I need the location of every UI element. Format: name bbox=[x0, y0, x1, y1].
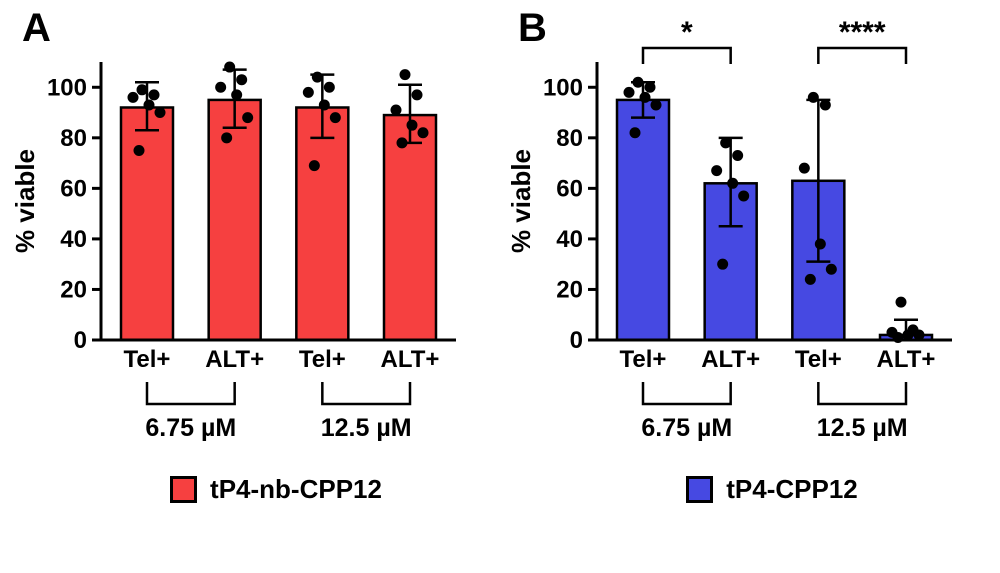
data-point bbox=[711, 165, 723, 177]
legend-label: tP4-CPP12 bbox=[726, 474, 858, 504]
data-point bbox=[224, 61, 236, 73]
legend-swatch-red bbox=[170, 476, 198, 503]
panel-b: B Tel+ ALT+ Tel+ ALT+ 0 20 40 60 80 100 % viable 6.… bbox=[502, 6, 980, 505]
category-label: ALT+ bbox=[877, 346, 936, 373]
data-point bbox=[311, 71, 323, 83]
data-point bbox=[798, 162, 810, 174]
category-label: Tel+ bbox=[795, 346, 842, 373]
data-point bbox=[804, 273, 816, 285]
data-point bbox=[308, 160, 320, 172]
category-label: Tel+ bbox=[620, 346, 667, 373]
bar bbox=[207, 98, 262, 342]
data-point bbox=[717, 258, 729, 270]
y-tick-label: 80 bbox=[60, 125, 87, 152]
data-point bbox=[236, 74, 248, 86]
y-tick-label: 20 bbox=[60, 276, 87, 303]
group-label: 12.5 µM bbox=[817, 414, 908, 442]
panel-a-legend: tP4-nb-CPP12 bbox=[76, 474, 476, 505]
data-point bbox=[650, 99, 662, 111]
panel-a: A Tel+ ALT+ Tel+ ALT+ 0 20 40 60 80 100 % viable 6.… bbox=[6, 6, 484, 505]
data-point bbox=[323, 81, 335, 93]
bar bbox=[295, 106, 350, 342]
data-point bbox=[133, 144, 145, 156]
data-point bbox=[154, 107, 166, 119]
y-tick-label: 80 bbox=[556, 125, 583, 152]
significance-stars: * bbox=[681, 16, 693, 49]
data-point bbox=[417, 127, 429, 139]
data-point bbox=[644, 81, 656, 93]
data-point bbox=[136, 84, 148, 96]
y-tick-label: 0 bbox=[74, 327, 87, 354]
data-point bbox=[329, 112, 341, 124]
group-label: 6.75 µM bbox=[145, 414, 236, 442]
data-point bbox=[411, 89, 423, 101]
data-point bbox=[143, 99, 155, 111]
data-point bbox=[629, 127, 641, 139]
data-point bbox=[396, 137, 408, 149]
y-tick-label: 20 bbox=[556, 276, 583, 303]
data-point bbox=[406, 119, 418, 131]
data-point bbox=[148, 89, 160, 101]
y-tick-label: 40 bbox=[556, 226, 583, 253]
data-point bbox=[913, 329, 925, 341]
data-point bbox=[231, 89, 243, 101]
data-point bbox=[738, 190, 750, 202]
panel-b-chart: Tel+ ALT+ Tel+ ALT+ 0 20 40 60 80 100 % viable 6.75… bbox=[506, 16, 952, 442]
data-point bbox=[825, 263, 837, 275]
data-point bbox=[318, 99, 330, 111]
bar bbox=[382, 113, 438, 342]
panel-b-letter: B bbox=[518, 6, 547, 50]
bar bbox=[615, 98, 671, 342]
group-label: 12.5 µM bbox=[321, 414, 412, 442]
y-axis-label: % viable bbox=[10, 149, 40, 253]
y-tick-label: 40 bbox=[60, 226, 87, 253]
group-bracket bbox=[817, 382, 908, 406]
data-point bbox=[399, 69, 411, 81]
y-tick-label: 60 bbox=[60, 175, 87, 202]
y-tick-label: 100 bbox=[47, 74, 87, 101]
significance-bracket bbox=[817, 46, 908, 64]
panel-a-chart: Tel+ ALT+ Tel+ ALT+ 0 20 40 60 80 100 % viable 6.75… bbox=[10, 61, 456, 442]
significance-stars: **** bbox=[839, 16, 886, 49]
y-tick-label: 0 bbox=[570, 327, 583, 354]
group-bracket bbox=[321, 382, 412, 406]
data-point bbox=[632, 76, 644, 88]
bar bbox=[119, 106, 175, 342]
data-point bbox=[639, 91, 651, 103]
y-tick-label: 100 bbox=[543, 74, 583, 101]
data-point bbox=[902, 329, 914, 341]
data-point bbox=[732, 150, 744, 162]
panel-a-letter: A bbox=[22, 6, 51, 50]
legend-swatch-blue bbox=[686, 476, 714, 503]
category-label: ALT+ bbox=[701, 346, 760, 373]
data-point bbox=[242, 112, 254, 124]
category-label: ALT+ bbox=[381, 346, 440, 373]
y-tick-label: 60 bbox=[556, 175, 583, 202]
data-point bbox=[221, 132, 233, 144]
data-point bbox=[720, 137, 732, 149]
data-point bbox=[814, 238, 826, 250]
y-axis-label: % viable bbox=[506, 149, 536, 253]
panel-b-legend: tP4-CPP12 bbox=[572, 474, 972, 505]
category-label: Tel+ bbox=[299, 346, 346, 373]
group-bracket bbox=[145, 382, 236, 406]
data-point bbox=[819, 99, 831, 111]
significance-bracket bbox=[641, 46, 732, 64]
group-bracket bbox=[641, 382, 732, 406]
category-label: ALT+ bbox=[205, 346, 264, 373]
data-point bbox=[302, 86, 314, 98]
data-point bbox=[215, 81, 227, 93]
group-label: 6.75 µM bbox=[641, 414, 732, 442]
data-point bbox=[127, 91, 139, 103]
data-point bbox=[390, 104, 402, 116]
category-label: Tel+ bbox=[124, 346, 171, 373]
data-point bbox=[895, 296, 907, 308]
legend-label: tP4-nb-CPP12 bbox=[210, 474, 382, 504]
data-point bbox=[727, 177, 739, 189]
data-point bbox=[623, 86, 635, 98]
data-point bbox=[807, 91, 819, 103]
